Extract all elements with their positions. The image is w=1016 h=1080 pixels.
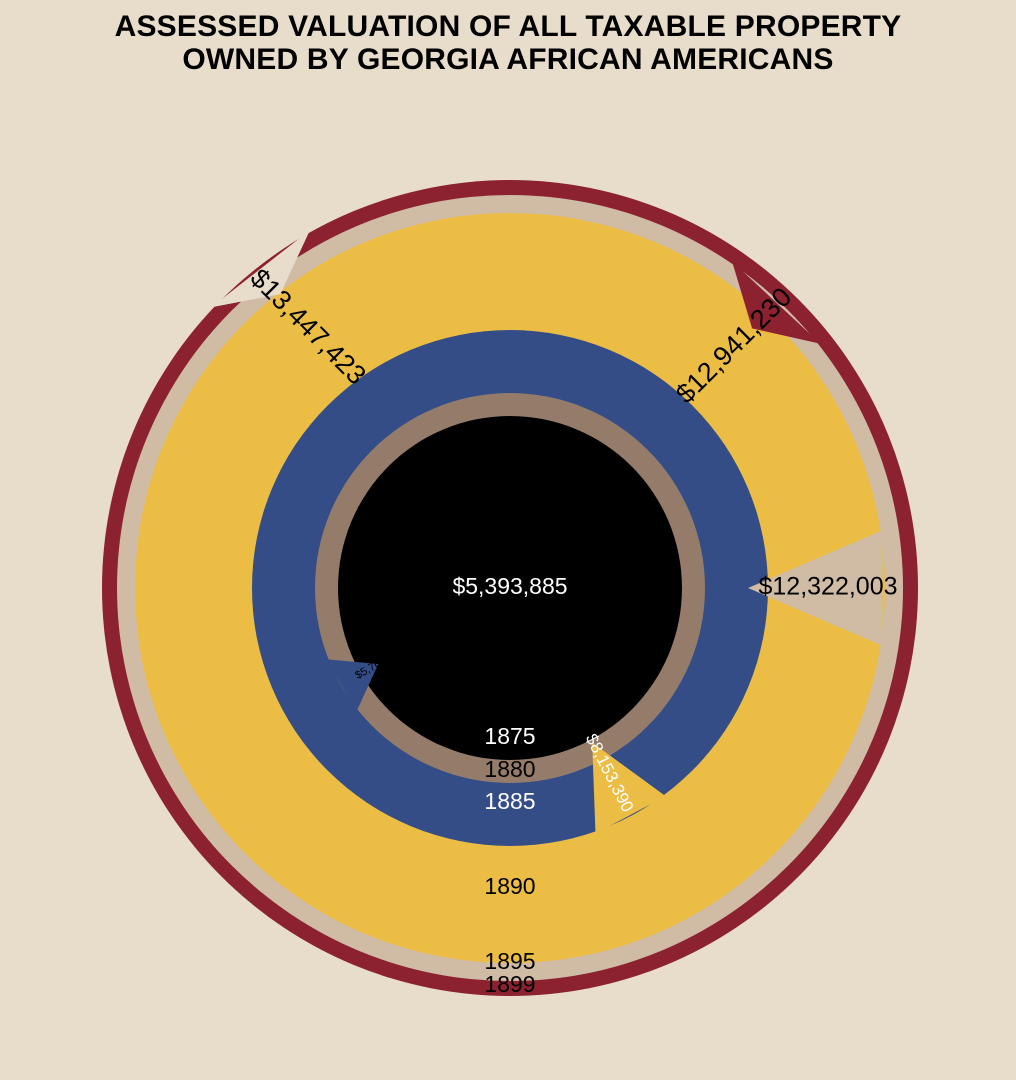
year-label-1885: 1885 — [484, 788, 535, 814]
notch-1895 — [732, 261, 821, 344]
chart-title-line-2: OWNED BY GEORGIA AFRICAN AMERICANS — [182, 43, 834, 76]
year-label-1880: 1880 — [484, 756, 535, 782]
year-label-1875: 1875 — [484, 723, 535, 749]
chart-title: ASSESSED VALUATION OF ALL TAXABLE PROPER… — [0, 10, 1016, 76]
notch-1890 — [748, 530, 883, 646]
notch-1880 — [326, 659, 379, 712]
year-label-1895: 1895 — [484, 948, 535, 974]
chart-title-line-1: ASSESSED VALUATION OF ALL TAXABLE PROPER… — [114, 10, 902, 43]
value-label-1890: $12,322,003 — [758, 573, 897, 601]
year-label-1890: 1890 — [484, 873, 535, 899]
notch-1885 — [592, 742, 666, 834]
center-value-label: $5,393,885 — [452, 573, 567, 599]
year-label-1899: 1899 — [484, 971, 535, 997]
ring-1875 — [338, 416, 682, 760]
notch-1899 — [211, 230, 310, 308]
